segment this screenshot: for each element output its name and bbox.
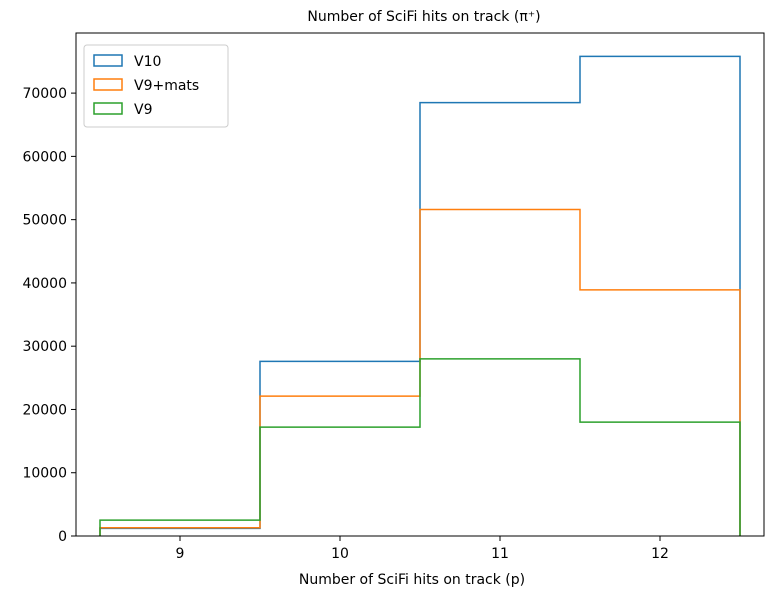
x-tick-label: 12 (651, 546, 669, 562)
x-tick-label: 9 (176, 546, 185, 562)
x-tick-label: 10 (331, 546, 349, 562)
series-line-v9-mats (99, 208, 741, 536)
chart-title: Number of SciFi hits on track (π⁺) (307, 9, 540, 25)
series-line-v9 (99, 358, 741, 536)
legend-label: V9 (134, 102, 152, 118)
legend-swatch-v10 (93, 54, 123, 67)
y-tick-label: 70000 (22, 86, 67, 102)
plot-frame (75, 32, 765, 537)
plot-area: 9 10 11 12 0 10000 20000 30000 40000 50000 60000 70… (22, 32, 765, 562)
x-axis-label: Number of SciFi hits on track (p) (299, 572, 525, 588)
legend-swatch-v9-mats (93, 78, 123, 91)
x-tick-label: 11 (491, 546, 509, 562)
y-tick-label: 30000 (22, 339, 67, 355)
y-tick-label: 10000 (22, 466, 67, 482)
y-tick-label: 20000 (22, 402, 67, 418)
legend-swatch-v9 (93, 102, 123, 115)
y-tick-label: 60000 (22, 149, 67, 165)
y-tick-label: 50000 (22, 213, 67, 229)
legend-label: V9+mats (134, 78, 199, 94)
y-tick-label: 40000 (22, 276, 67, 292)
y-tick-label: 0 (58, 529, 67, 545)
legend-label: V10 (134, 54, 161, 70)
